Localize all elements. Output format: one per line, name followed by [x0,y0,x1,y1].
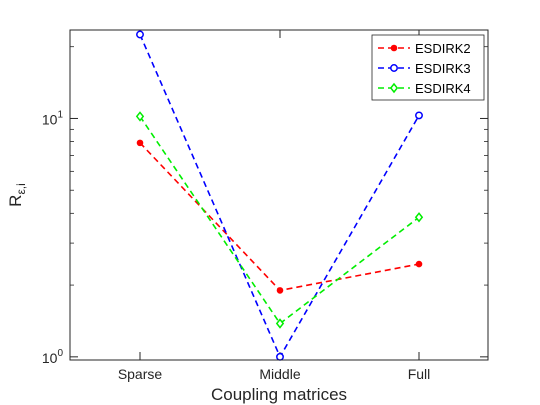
series-esdirk2 [136,139,423,294]
y-tick-label-exponent: 0 [57,348,63,359]
data-point-esdirk3 [415,111,423,120]
x-tick-label: Sparse [118,366,163,382]
y-axis-title-main: R [6,195,25,207]
series-esdirk3 [136,30,423,361]
data-point-esdirk2 [415,260,423,268]
x-tick-label: Full [408,366,431,382]
legend-item-esdirk4: ESDIRK4 [378,81,471,96]
y-axis-title: Rε,i [6,183,28,207]
x-tick-label: Middle [259,366,300,382]
series-line-esdirk4 [139,115,420,325]
legend-marker [390,44,398,52]
data-point-esdirk3 [276,352,284,361]
series-layer [135,30,424,361]
y-tick-label-base: 10 [42,111,58,127]
legend-label: ESDIRK3 [415,61,471,76]
y-tick-label-base: 10 [42,350,58,366]
series-esdirk4 [135,111,424,329]
y-axis-title-sub: ε,i [14,183,28,194]
legend: ESDIRK2 ESDIRK3 ESDIRK4 [371,34,485,101]
x-tick-labels: Sparse Middle Full [118,366,430,382]
plot-frame [69,29,489,361]
data-point-esdirk2 [136,139,144,147]
data-point-esdirk3 [136,30,144,39]
legend-marker [390,64,398,72]
legend-item-esdirk3: ESDIRK3 [378,61,471,76]
y-tick-label: 100 [42,348,64,366]
data-point-esdirk4 [414,212,424,223]
legend-item-esdirk2: ESDIRK2 [378,41,471,56]
x-axis-title: Coupling matrices [211,385,347,404]
y-tick-label: 101 [42,109,64,127]
data-point-esdirk4 [275,318,285,329]
data-point-esdirk4 [135,111,145,122]
legend-marker [389,82,399,94]
legend-label: ESDIRK2 [415,41,471,56]
y-tick-label-exponent: 1 [57,109,63,120]
minor-ticks [70,46,488,286]
data-point-esdirk2 [276,287,284,294]
legend-label: ESDIRK4 [415,81,471,96]
